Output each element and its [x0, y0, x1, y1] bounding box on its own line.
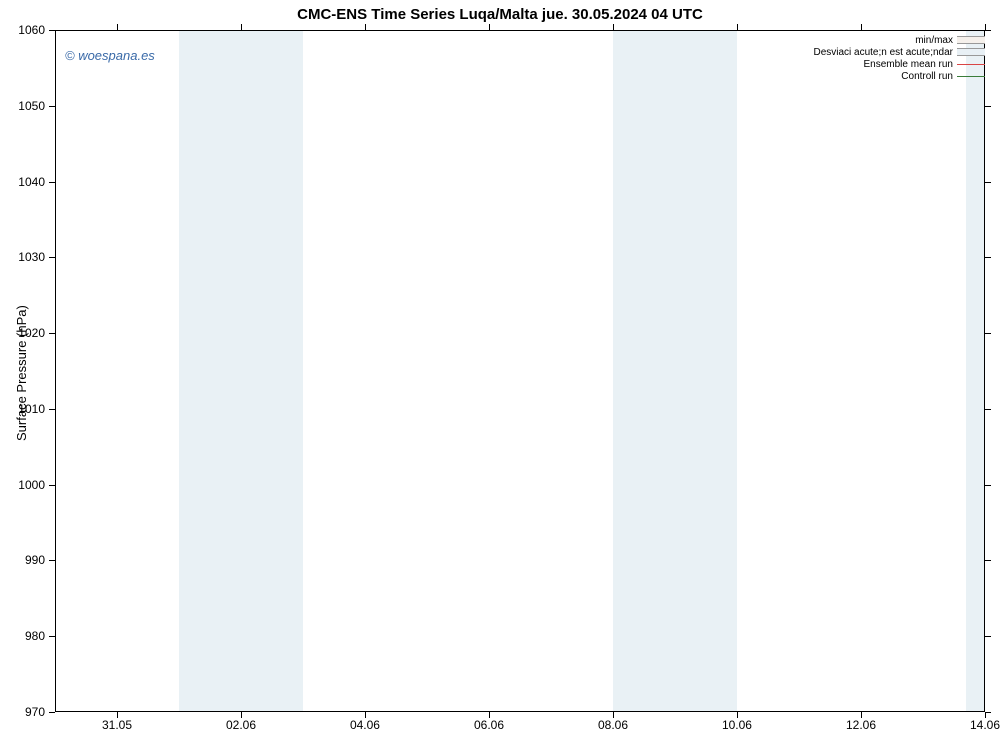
y-tick-mark [985, 636, 991, 637]
y-tick-label: 980 [25, 629, 45, 643]
y-tick-label: 990 [25, 553, 45, 567]
legend-swatch [957, 64, 985, 65]
y-tick-mark [985, 485, 991, 486]
x-tick-label: 08.06 [598, 718, 628, 732]
watermark: © woespana.es [65, 48, 155, 63]
x-tick-label: 04.06 [350, 718, 380, 732]
y-tick-label: 1030 [18, 250, 45, 264]
plot-area [55, 30, 985, 712]
legend-label: Desviaci acute;n est acute;ndar [813, 47, 953, 58]
y-tick-mark [49, 257, 55, 258]
x-tick-label: 14.06 [970, 718, 1000, 732]
legend-item: Desviaci acute;n est acute;ndar [813, 46, 985, 58]
y-tick-mark [985, 333, 991, 334]
pressure-chart: CMC-ENS Time Series Luqa/Malta jue. 30.0… [0, 0, 1000, 733]
legend-swatch [957, 36, 985, 44]
legend-item: min/max [813, 34, 985, 46]
x-tick-mark [489, 24, 490, 30]
x-tick-mark [861, 24, 862, 30]
y-tick-mark [985, 257, 991, 258]
x-tick-mark [861, 712, 862, 718]
legend-label: Controll run [901, 71, 953, 82]
x-tick-mark [613, 712, 614, 718]
y-tick-mark [49, 409, 55, 410]
y-tick-mark [49, 560, 55, 561]
legend-label: min/max [915, 35, 953, 46]
x-tick-label: 12.06 [846, 718, 876, 732]
x-tick-mark [737, 24, 738, 30]
chart-title: CMC-ENS Time Series Luqa/Malta jue. 30.0… [0, 6, 1000, 23]
y-tick-mark [49, 485, 55, 486]
y-tick-mark [985, 182, 991, 183]
x-tick-label: 02.06 [226, 718, 256, 732]
y-tick-mark [985, 106, 991, 107]
y-tick-mark [49, 712, 55, 713]
y-tick-mark [985, 560, 991, 561]
y-tick-mark [49, 636, 55, 637]
x-tick-label: 31.05 [102, 718, 132, 732]
y-tick-label: 1060 [18, 23, 45, 37]
y-tick-mark [985, 30, 991, 31]
x-tick-mark [241, 712, 242, 718]
x-tick-mark [365, 24, 366, 30]
legend-item: Controll run [813, 70, 985, 82]
y-tick-label: 1010 [18, 402, 45, 416]
x-tick-label: 10.06 [722, 718, 752, 732]
x-tick-label: 06.06 [474, 718, 504, 732]
y-tick-mark [49, 182, 55, 183]
legend-swatch [957, 76, 985, 77]
legend-swatch [957, 48, 985, 56]
y-tick-label: 1020 [18, 326, 45, 340]
x-tick-mark [613, 24, 614, 30]
x-tick-mark [737, 712, 738, 718]
y-tick-label: 1000 [18, 478, 45, 492]
legend-label: Ensemble mean run [864, 59, 954, 70]
legend: min/maxDesviaci acute;n est acute;ndarEn… [813, 34, 985, 82]
x-tick-mark [117, 712, 118, 718]
y-tick-label: 1040 [18, 175, 45, 189]
x-tick-mark [489, 712, 490, 718]
y-tick-mark [49, 106, 55, 107]
x-tick-mark [985, 24, 986, 30]
x-tick-mark [365, 712, 366, 718]
y-tick-label: 1050 [18, 99, 45, 113]
y-tick-label: 970 [25, 705, 45, 719]
x-tick-mark [117, 24, 118, 30]
y-tick-mark [49, 30, 55, 31]
y-tick-mark [49, 333, 55, 334]
x-tick-mark [985, 712, 986, 718]
legend-item: Ensemble mean run [813, 58, 985, 70]
y-tick-mark [985, 409, 991, 410]
x-tick-mark [241, 24, 242, 30]
plot-border [55, 30, 985, 712]
